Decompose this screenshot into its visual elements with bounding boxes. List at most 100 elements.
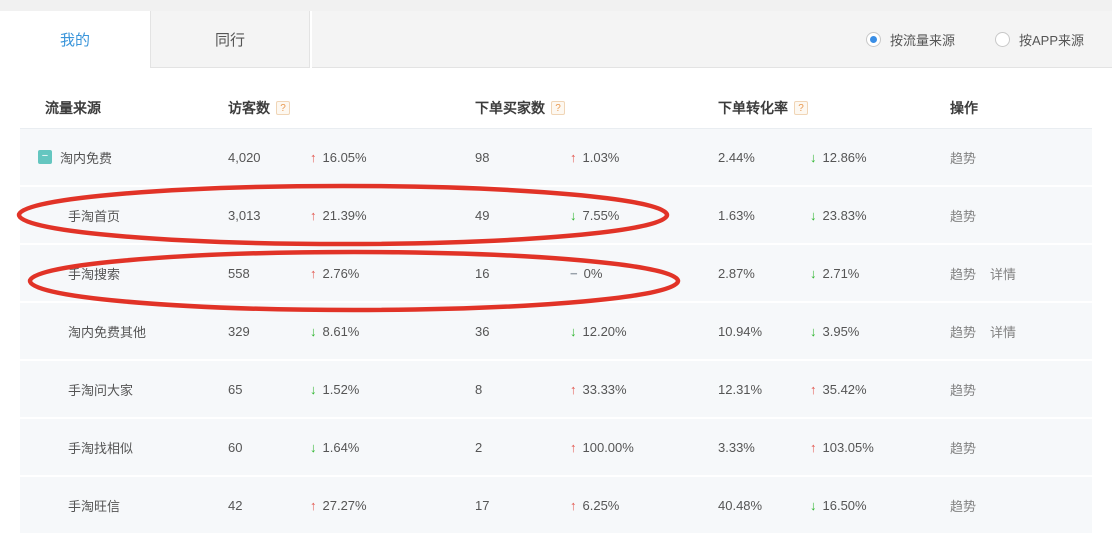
arrow-down-icon: ↓ xyxy=(310,323,317,339)
tab-bar: 我的 同行 按流量来源 按APP来源 xyxy=(0,11,1112,68)
source-label: 手淘旺信 xyxy=(68,498,121,514)
action-links: 趋势 详情 xyxy=(950,322,1092,341)
arrow-up-icon: ↑ xyxy=(310,207,317,223)
arrow-down-icon: ↓ xyxy=(310,439,317,455)
visitors-change-value: 2.76% xyxy=(322,265,360,281)
col-header-buyers-label: 下单买家数 xyxy=(475,100,545,116)
visitors-change: ↑ 21.39% xyxy=(310,208,475,223)
visitors-change-value: 27.27% xyxy=(322,497,367,513)
trend-link[interactable]: 趋势 xyxy=(950,382,977,398)
trend-link[interactable]: 趋势 xyxy=(950,266,977,282)
buyers-change-value: 33.33% xyxy=(582,381,627,397)
action-links: 趋势 xyxy=(950,148,1092,167)
help-icon[interactable]: ? xyxy=(551,101,565,115)
col-header-conversion-label: 下单转化率 xyxy=(718,100,788,116)
conversion-change-value: 12.86% xyxy=(822,149,867,165)
arrow-up-icon: ↑ xyxy=(570,497,577,513)
arrow-down-icon: ↓ xyxy=(810,265,817,281)
source-cell: 手淘问大家 xyxy=(20,380,228,399)
radio-selected-icon xyxy=(865,31,881,47)
table-row: − 淘内免费 4,020 ↑ 16.05% 98 ↑ 1.03% 2.44% ↓ 12.86% 趋势 xyxy=(20,129,1092,187)
radio-by-traffic-source-label: 按流量来源 xyxy=(889,32,955,48)
trend-link[interactable]: 趋势 xyxy=(950,440,977,456)
buyers-change: ↑ 33.33% xyxy=(570,382,718,397)
conversion-change: ↓ 16.50% xyxy=(810,498,950,513)
conversion-change: ↓ 2.71% xyxy=(810,266,950,281)
visitors-change: ↑ 16.05% xyxy=(310,150,475,165)
conversion-value: 12.31% xyxy=(718,381,763,397)
table-row: 手淘找相似 60 ↓ 1.64% 2 ↑ 100.00% 3.33% ↑ 103.05% 趋势 xyxy=(20,419,1092,477)
conversion-value: 10.94% xyxy=(718,323,763,339)
tab-mine[interactable]: 我的 xyxy=(0,11,150,68)
arrow-down-icon: ↓ xyxy=(810,497,817,513)
conversion-change-value: 2.71% xyxy=(822,265,860,281)
table-body: − 淘内免费 4,020 ↑ 16.05% 98 ↑ 1.03% 2.44% ↓ 12.86% 趋势手… xyxy=(20,128,1092,535)
buyers-change-value: 12.20% xyxy=(582,323,627,339)
trend-link[interactable]: 趋势 xyxy=(950,324,977,340)
detail-link[interactable]: 详情 xyxy=(990,266,1017,282)
collapse-minus-icon[interactable]: − xyxy=(38,150,52,164)
radio-unselected-icon xyxy=(994,31,1010,47)
source-label: 淘内免费 xyxy=(60,150,113,166)
radio-by-app-source[interactable]: 按APP来源 xyxy=(994,30,1084,49)
source-cell: 手淘找相似 xyxy=(20,438,228,457)
buyers-change: ↑ 100.00% xyxy=(570,440,718,455)
table-header: 流量来源 访客数 ? 下单买家数 ? 下单转化率 ? 操作 xyxy=(20,88,1092,128)
arrow-down-icon: ↓ xyxy=(810,207,817,223)
trend-link[interactable]: 趋势 xyxy=(950,208,977,224)
tab-peers[interactable]: 同行 xyxy=(150,11,310,68)
arrow-down-icon: ↓ xyxy=(810,149,817,165)
detail-link[interactable]: 详情 xyxy=(990,324,1017,340)
arrow-up-icon: ↑ xyxy=(570,439,577,455)
visitors-value: 60 xyxy=(228,439,243,455)
buyers-value: 2 xyxy=(475,439,483,455)
conversion-change: ↑ 35.42% xyxy=(810,382,950,397)
buyers-change-value: 7.55% xyxy=(582,207,620,223)
buyers-value: 16 xyxy=(475,265,490,281)
arrow-up-icon: ↑ xyxy=(310,265,317,281)
conversion-value: 3.33% xyxy=(718,439,755,455)
visitors-value: 329 xyxy=(228,323,250,339)
table-row: 淘内免费其他 329 ↓ 8.61% 36 ↓ 12.20% 10.94% ↓ 3.95% 趋势 详情 xyxy=(20,303,1092,361)
arrow-down-icon: ↓ xyxy=(570,323,577,339)
arrow-up-icon: ↑ xyxy=(310,497,317,513)
visitors-value: 3,013 xyxy=(228,207,261,223)
source-label: 手淘问大家 xyxy=(68,382,134,398)
conversion-change-value: 16.50% xyxy=(822,497,867,513)
visitors-change: ↓ 1.64% xyxy=(310,440,475,455)
conversion-change: ↓ 12.86% xyxy=(810,150,950,165)
view-option-group: 按流量来源 按APP来源 xyxy=(312,11,1112,68)
buyers-change: ↑ 6.25% xyxy=(570,498,718,513)
help-icon[interactable]: ? xyxy=(794,101,808,115)
visitors-change-value: 1.52% xyxy=(322,381,360,397)
col-header-conversion: 下单转化率 ? xyxy=(718,98,950,118)
visitors-value: 558 xyxy=(228,265,250,281)
visitors-change: ↓ 1.52% xyxy=(310,382,475,397)
source-cell: 手淘首页 xyxy=(20,206,228,225)
conversion-value: 1.63% xyxy=(718,207,755,223)
visitors-value: 42 xyxy=(228,497,243,513)
col-header-source: 流量来源 xyxy=(45,100,101,116)
buyers-value: 17 xyxy=(475,497,490,513)
buyers-value: 36 xyxy=(475,323,490,339)
conversion-change-value: 23.83% xyxy=(822,207,867,223)
buyers-change-value: 100.00% xyxy=(582,439,634,455)
buyers-change: −0% xyxy=(570,266,718,281)
radio-by-traffic-source[interactable]: 按流量来源 xyxy=(865,30,955,49)
conversion-value: 2.87% xyxy=(718,265,755,281)
conversion-value: 2.44% xyxy=(718,149,755,165)
visitors-change-value: 8.61% xyxy=(322,323,360,339)
trend-link[interactable]: 趋势 xyxy=(950,150,977,166)
table-row: 手淘旺信 42 ↑ 27.27% 17 ↑ 6.25% 40.48% ↓ 16.50% 趋势 xyxy=(20,477,1092,535)
trend-link[interactable]: 趋势 xyxy=(950,498,977,514)
buyers-change-value: 0% xyxy=(583,265,603,281)
flat-dash-icon: − xyxy=(570,265,578,281)
traffic-table: 流量来源 访客数 ? 下单买家数 ? 下单转化率 ? 操作 − 淘内免费 4,020… xyxy=(20,88,1092,535)
conversion-change: ↑ 103.05% xyxy=(810,440,950,455)
arrow-up-icon: ↑ xyxy=(810,381,817,397)
conversion-change: ↓ 23.83% xyxy=(810,208,950,223)
help-icon[interactable]: ? xyxy=(276,101,290,115)
visitors-change: ↑ 2.76% xyxy=(310,266,475,281)
arrow-up-icon: ↑ xyxy=(310,149,317,165)
visitors-change: ↓ 8.61% xyxy=(310,324,475,339)
